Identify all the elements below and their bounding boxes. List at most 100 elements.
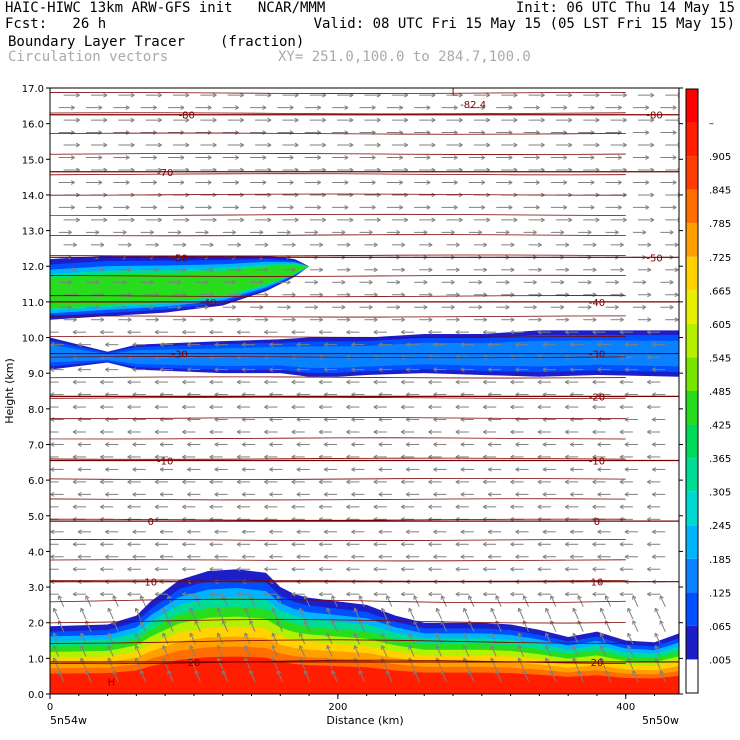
vector-arrow <box>501 317 515 323</box>
vector-arrow <box>326 607 333 620</box>
vector-arrow <box>140 205 157 210</box>
vector-arrow <box>318 429 333 435</box>
vector-arrow <box>627 632 634 645</box>
vector-arrow <box>296 529 310 535</box>
vector-arrow <box>351 417 365 422</box>
vector-arrow <box>468 279 483 285</box>
vector-arrow <box>428 591 442 597</box>
vector-arrow <box>271 645 278 657</box>
vector-arrow <box>637 317 652 323</box>
vector-arrow <box>337 267 351 273</box>
vector-arrow <box>359 180 376 185</box>
vector-arrow <box>346 404 360 410</box>
vector-arrow <box>277 130 294 135</box>
vector-arrow <box>159 492 174 497</box>
vector-arrow <box>227 242 241 248</box>
vector-arrow <box>542 367 556 372</box>
vector-arrow <box>632 205 650 210</box>
colorbar-swatch <box>686 391 698 425</box>
vector-arrow <box>364 217 381 223</box>
vector-arrow <box>391 217 409 223</box>
vector-arrow <box>195 105 212 110</box>
vector-arrow <box>154 329 169 335</box>
vector-arrow <box>405 467 420 472</box>
vector-arrow <box>209 329 223 335</box>
vector-arrow <box>578 180 595 185</box>
vector-arrow <box>318 541 333 547</box>
vector-arrow <box>236 541 251 547</box>
vector-arrow <box>118 317 132 323</box>
vector-arrow <box>460 492 474 497</box>
y-tick-label: 7.0 <box>28 440 44 451</box>
vector-arrow <box>105 492 119 497</box>
vector-arrow <box>482 591 497 597</box>
vector-arrow <box>435 607 442 620</box>
vector-arrow <box>373 591 387 597</box>
vector-arrow <box>277 155 294 160</box>
vector-arrow <box>378 342 392 348</box>
vector-arrow <box>182 591 196 597</box>
vector-arrow <box>77 442 91 447</box>
vector-arrow <box>145 267 159 273</box>
vector-arrow <box>145 317 159 323</box>
y-tick-label: 14.0 <box>22 191 44 202</box>
vector-arrow <box>249 620 256 632</box>
vector-arrow <box>522 670 530 682</box>
vector-arrow <box>660 230 674 235</box>
vector-arrow <box>460 529 474 535</box>
vector-arrow <box>52 607 60 620</box>
vector-arrow <box>105 442 119 447</box>
vector-arrow <box>209 541 223 547</box>
vector-arrow <box>610 317 624 323</box>
x-tick-label: 200 <box>328 702 347 713</box>
vector-arrow <box>214 492 228 497</box>
isotherm-label: 10 <box>144 578 157 589</box>
vector-arrow <box>291 479 305 485</box>
vector-arrow <box>209 379 223 385</box>
vector-arrow <box>373 504 387 510</box>
vector-arrow <box>570 467 584 472</box>
vector-arrow <box>495 670 502 682</box>
isotherm-line <box>50 478 626 481</box>
vector-arrow <box>555 292 570 298</box>
vector-arrow <box>455 404 469 410</box>
y-tick-label: 13.0 <box>22 227 44 238</box>
axes-layer: 0.0 1.0 2.0 3.0 4.0 5.0 6.0 7.0 8.0 9.0 10.0 11.0 12… <box>22 84 683 713</box>
vector-arrow <box>187 529 201 535</box>
vector-arrow <box>405 342 420 348</box>
x-tick-label: 0 <box>47 702 53 713</box>
vector-arrow <box>72 566 86 572</box>
vector-arrow <box>597 442 611 447</box>
vector-arrow <box>291 379 305 385</box>
isotherm-label: -30 <box>589 350 605 361</box>
vector-arrow <box>113 180 130 185</box>
vector-arrow <box>107 632 114 645</box>
vector-arrow <box>63 92 80 98</box>
vector-arrow <box>441 279 455 285</box>
vector-arrow <box>627 645 634 657</box>
vector-arrow <box>550 304 565 310</box>
vector-arrow <box>414 205 431 210</box>
vector-arrow <box>140 304 154 310</box>
vector-arrow <box>482 379 497 385</box>
vector-arrow <box>619 454 633 460</box>
vector-arrow <box>304 180 322 185</box>
vector-arrow <box>100 479 114 485</box>
vector-arrow <box>118 117 135 123</box>
vector-arrow <box>214 442 228 447</box>
vector-arrow <box>168 230 182 235</box>
vector-arrow <box>473 142 491 148</box>
vector-arrow <box>413 595 420 607</box>
vector-arrow <box>463 645 470 657</box>
vector-arrow <box>209 404 223 410</box>
vector-arrow <box>100 566 114 572</box>
vector-arrow <box>610 117 627 123</box>
vector-arrow <box>619 591 633 597</box>
vector-arrow <box>351 342 365 348</box>
vector-arrow <box>572 607 579 620</box>
colorbar-label: .665 <box>709 286 731 297</box>
isotherm-line <box>50 152 626 155</box>
vector-arrow <box>195 279 209 285</box>
vector-arrow <box>408 607 415 620</box>
vector-arrow <box>337 317 351 323</box>
